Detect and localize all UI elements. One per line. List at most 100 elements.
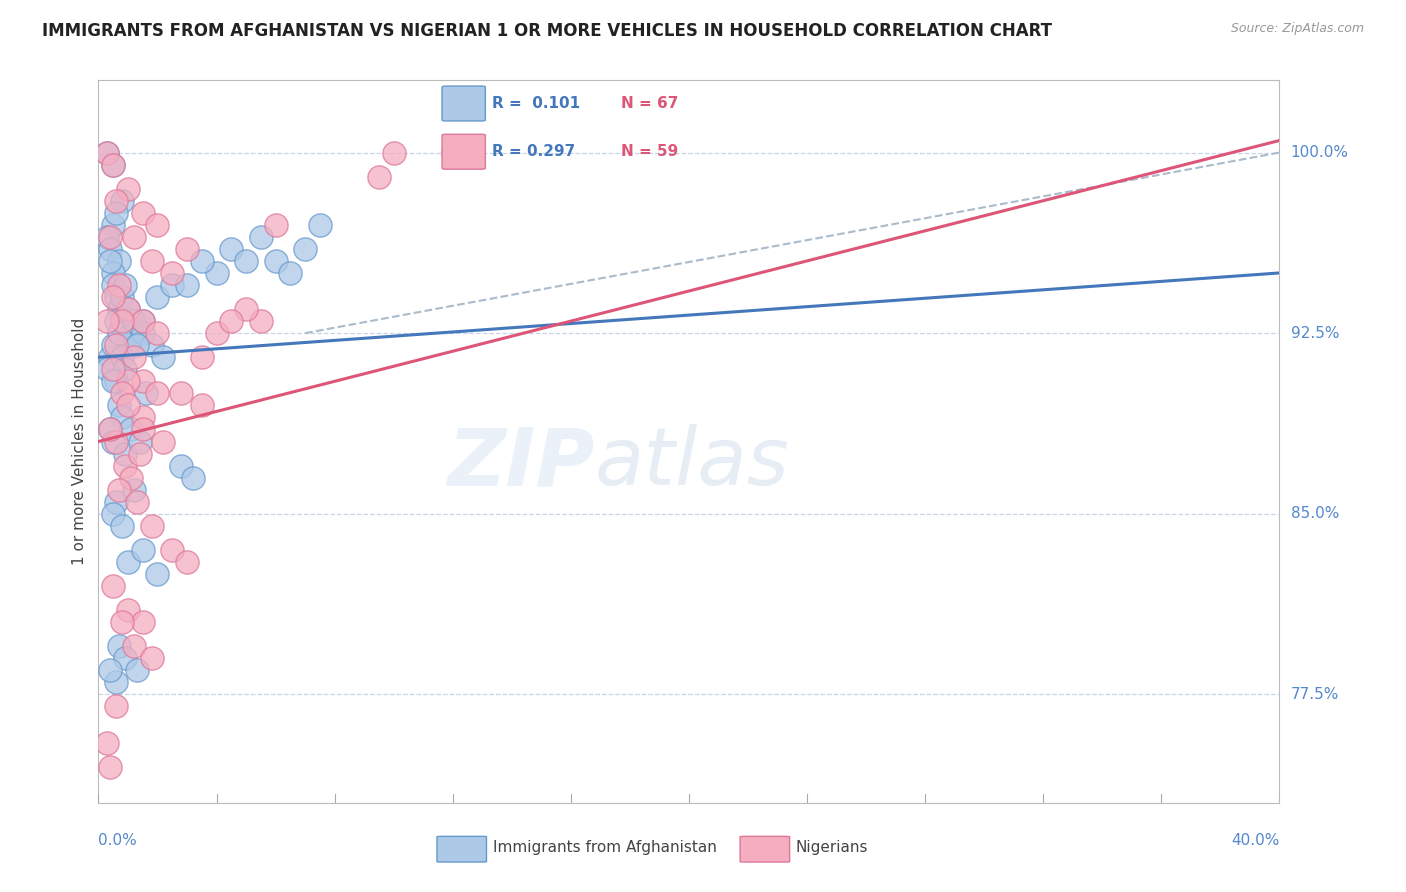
Point: [250, 229, 273, 244]
Point: [98, 663, 121, 677]
Point: [122, 483, 145, 497]
Point: [191, 398, 214, 412]
Text: N = 59: N = 59: [621, 145, 679, 160]
Point: [98, 422, 121, 436]
Point: [132, 205, 155, 219]
Point: [111, 290, 134, 304]
Point: [111, 350, 134, 364]
Point: [176, 277, 198, 292]
Point: [117, 181, 139, 195]
Text: Immigrants from Afghanistan: Immigrants from Afghanistan: [492, 840, 717, 855]
Text: 85.0%: 85.0%: [1291, 507, 1339, 521]
Point: [103, 507, 125, 521]
Point: [141, 518, 163, 533]
Point: [103, 157, 125, 171]
Point: [146, 218, 169, 232]
Point: [108, 398, 131, 412]
Point: [141, 253, 163, 268]
Text: 92.5%: 92.5%: [1291, 326, 1339, 341]
Point: [108, 253, 131, 268]
Text: ZIP: ZIP: [447, 425, 595, 502]
Text: Source: ZipAtlas.com: Source: ZipAtlas.com: [1230, 22, 1364, 36]
Point: [111, 314, 134, 328]
Point: [114, 362, 136, 376]
Point: [103, 338, 125, 352]
Point: [176, 555, 198, 569]
Point: [108, 301, 131, 316]
Point: [103, 374, 125, 388]
Point: [117, 301, 139, 316]
Point: [441, 145, 464, 160]
Point: [132, 314, 155, 328]
Point: [122, 229, 145, 244]
Point: [122, 314, 145, 328]
Point: [108, 639, 131, 653]
Point: [114, 651, 136, 665]
Point: [191, 253, 214, 268]
Point: [111, 518, 134, 533]
Point: [120, 326, 142, 340]
Point: [120, 470, 142, 484]
Point: [103, 157, 125, 171]
Point: [105, 699, 128, 714]
Point: [103, 579, 125, 593]
Point: [132, 542, 155, 557]
Point: [264, 218, 287, 232]
Point: [96, 145, 118, 160]
Point: [264, 253, 287, 268]
Point: [122, 350, 145, 364]
Point: [111, 386, 134, 401]
Point: [309, 218, 332, 232]
Point: [105, 205, 128, 219]
Point: [120, 422, 142, 436]
Point: [114, 458, 136, 473]
Point: [205, 326, 228, 340]
Point: [205, 266, 228, 280]
Point: [117, 374, 139, 388]
Point: [98, 759, 121, 773]
Point: [132, 326, 155, 340]
FancyBboxPatch shape: [740, 837, 790, 862]
Point: [125, 494, 148, 508]
Point: [122, 639, 145, 653]
Point: [105, 290, 128, 304]
Point: [368, 169, 391, 184]
Point: [125, 663, 148, 677]
Point: [132, 615, 155, 629]
Point: [111, 194, 134, 208]
Point: [146, 326, 169, 340]
Point: [98, 242, 121, 256]
Point: [105, 675, 128, 690]
Text: IMMIGRANTS FROM AFGHANISTAN VS NIGERIAN 1 OR MORE VEHICLES IN HOUSEHOLD CORRELAT: IMMIGRANTS FROM AFGHANISTAN VS NIGERIAN …: [42, 22, 1052, 40]
Point: [152, 434, 174, 449]
Point: [141, 338, 163, 352]
Point: [125, 338, 148, 352]
Point: [117, 555, 139, 569]
Point: [191, 350, 214, 364]
Text: 100.0%: 100.0%: [1291, 145, 1348, 160]
Point: [108, 483, 131, 497]
Point: [96, 145, 118, 160]
Point: [103, 277, 125, 292]
Point: [98, 229, 121, 244]
Point: [103, 290, 125, 304]
Point: [105, 194, 128, 208]
Y-axis label: 1 or more Vehicles in Household: 1 or more Vehicles in Household: [72, 318, 87, 566]
Point: [221, 242, 243, 256]
Point: [128, 434, 150, 449]
Point: [162, 542, 183, 557]
Text: N = 67: N = 67: [621, 96, 679, 111]
Point: [111, 410, 134, 425]
Point: [103, 362, 125, 376]
Point: [105, 338, 128, 352]
Point: [162, 277, 183, 292]
Text: Nigerians: Nigerians: [796, 840, 869, 855]
Point: [96, 735, 118, 749]
Point: [117, 338, 139, 352]
Point: [382, 145, 405, 160]
Point: [135, 386, 157, 401]
Point: [294, 242, 316, 256]
Point: [146, 386, 169, 401]
Point: [141, 651, 163, 665]
Point: [117, 398, 139, 412]
